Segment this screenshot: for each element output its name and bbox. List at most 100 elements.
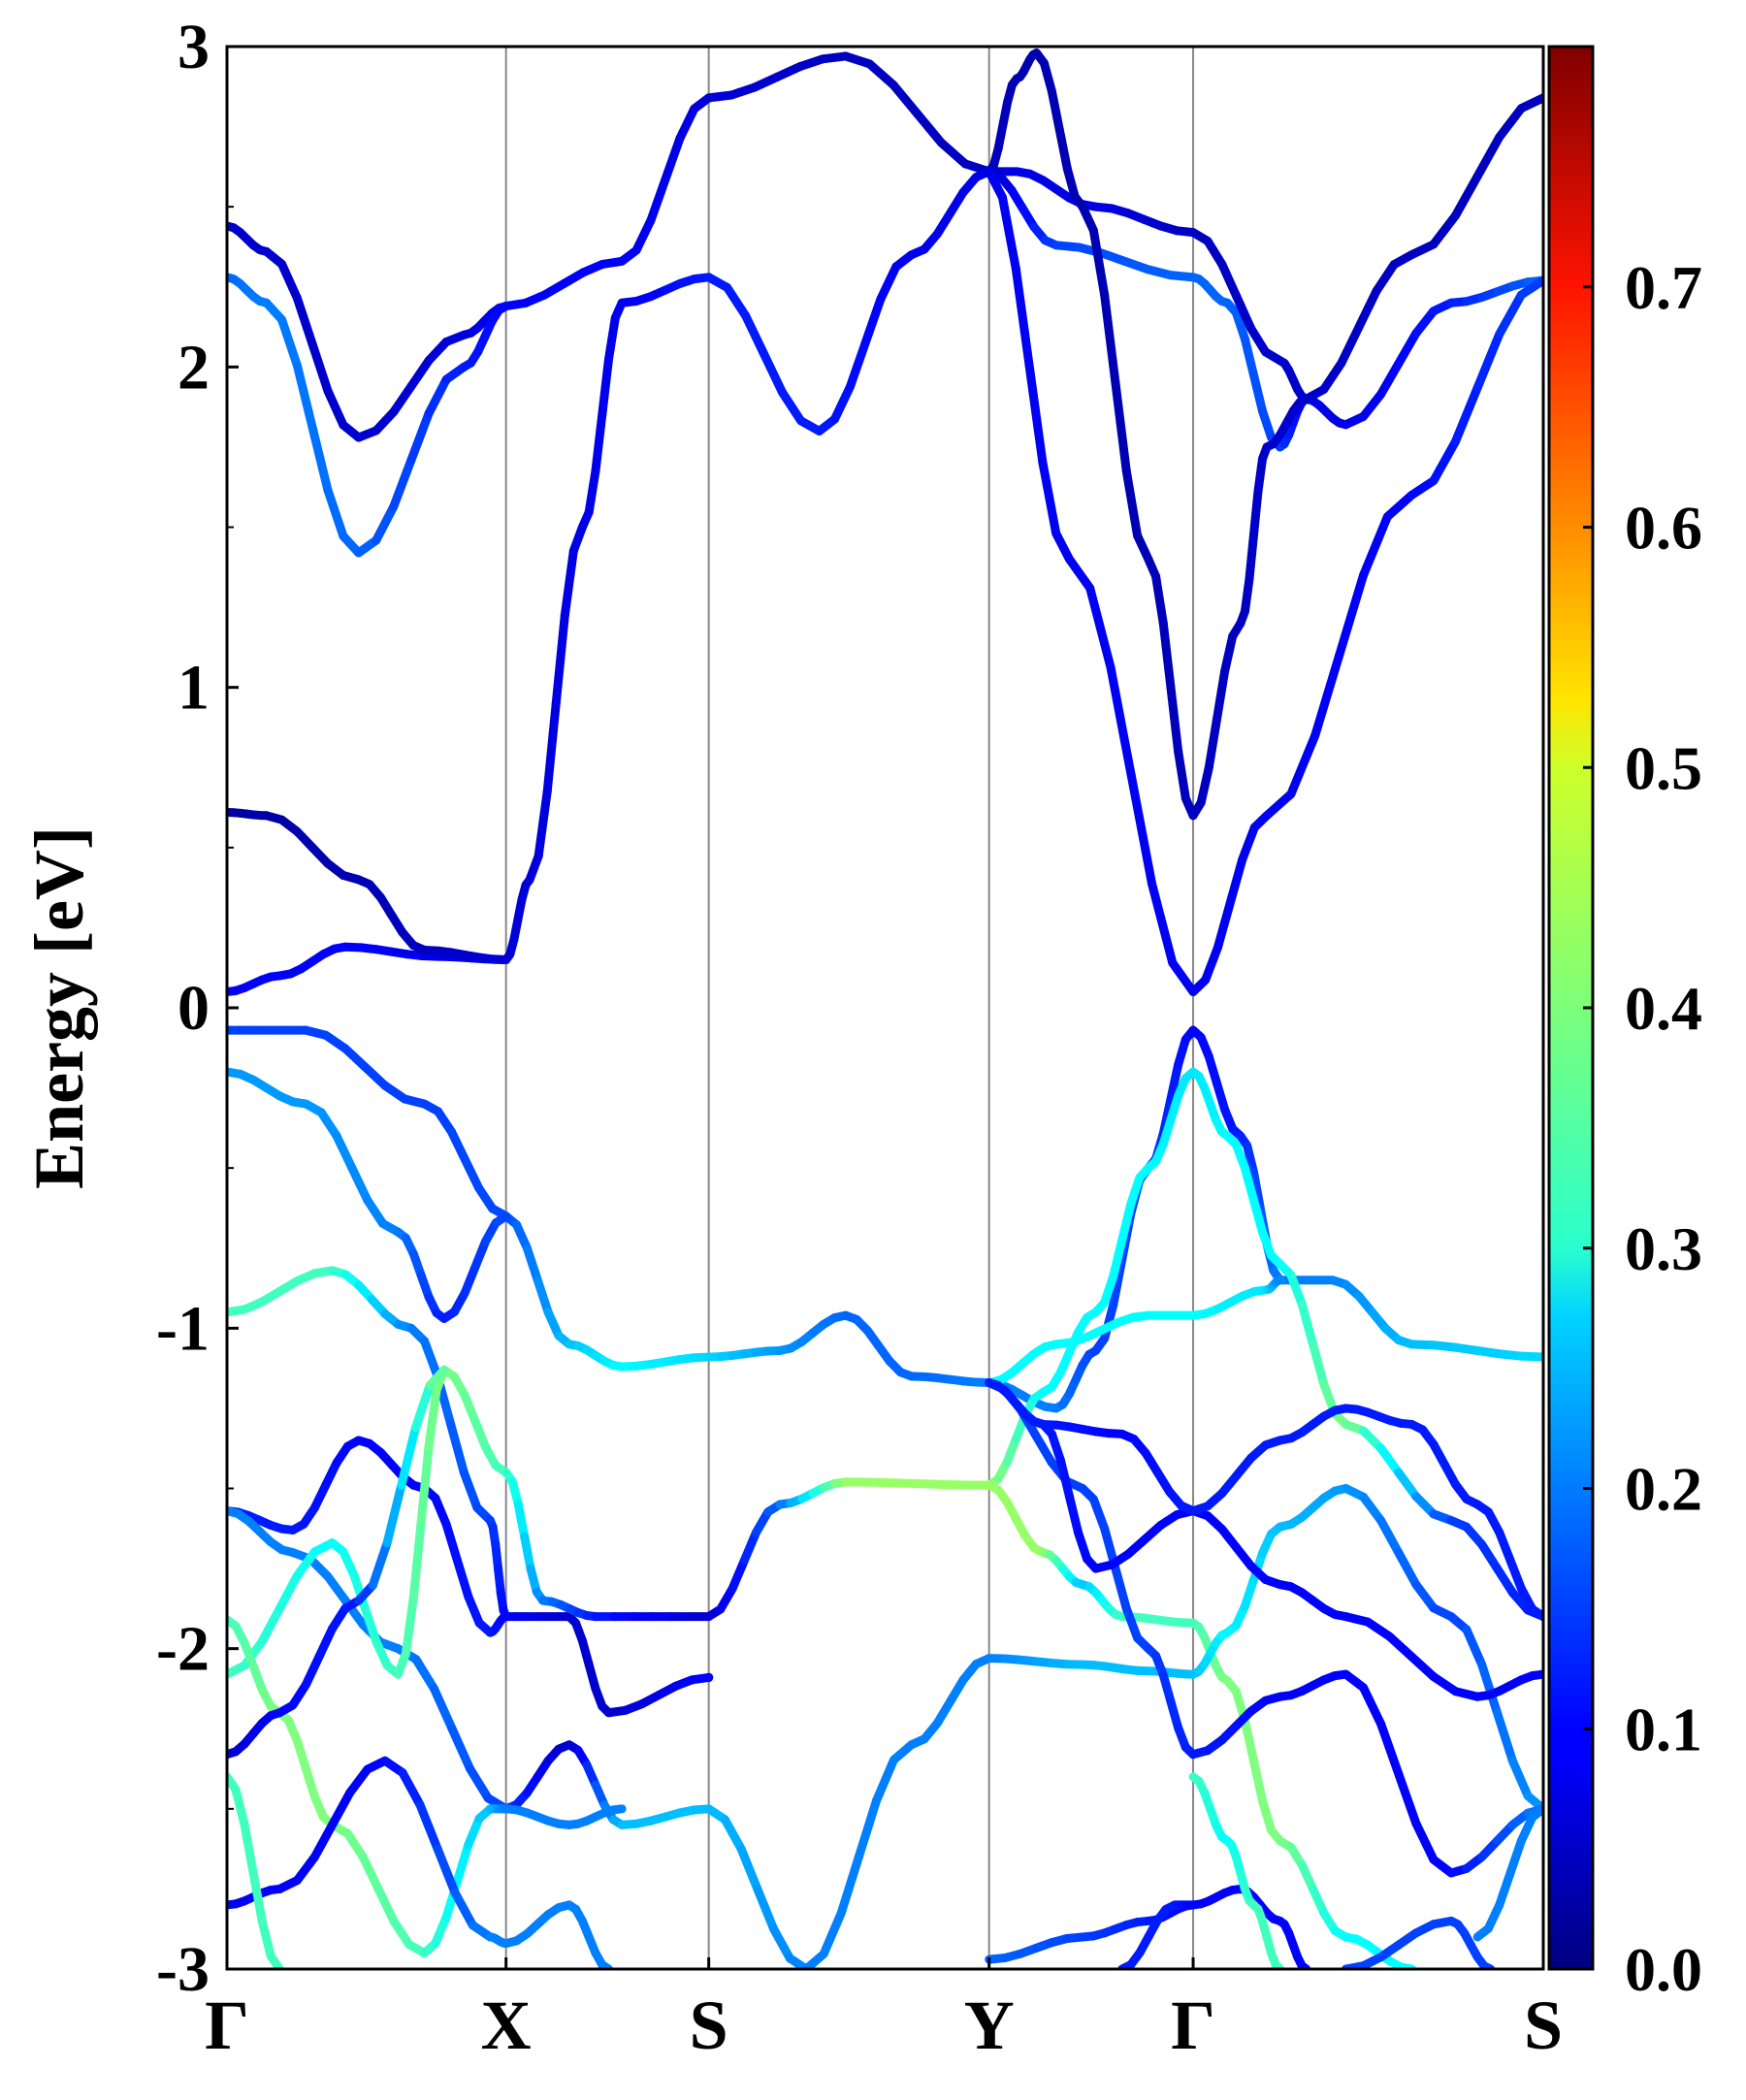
band-2-segment xyxy=(1376,265,1394,291)
band-2-segment xyxy=(1477,137,1500,176)
y-tick-label: -1 xyxy=(156,1293,210,1364)
colorbar-tick-label: 0.1 xyxy=(1625,1695,1702,1763)
band-0-segment xyxy=(941,143,965,164)
band-11-segment xyxy=(1245,1721,1253,1761)
band-17-segment xyxy=(363,1857,378,1889)
band-4-segment xyxy=(1267,794,1291,816)
band-2-segment xyxy=(1521,98,1543,109)
band-4-segment xyxy=(1434,441,1456,481)
k-point-label: Γ xyxy=(1171,1987,1215,2064)
band-4-segment xyxy=(1111,667,1131,775)
band-7-segment xyxy=(527,1248,537,1280)
band-20-segment xyxy=(262,1921,271,1955)
band-17-segment xyxy=(297,1741,306,1769)
band-0-segment xyxy=(312,344,328,391)
band-24-segment xyxy=(1500,1533,1510,1561)
band-17-segment xyxy=(378,1889,394,1921)
band-3-segment xyxy=(1093,231,1104,296)
band-0-segment xyxy=(893,85,918,114)
band-18-segment xyxy=(372,1543,387,1586)
band-3-segment xyxy=(1116,383,1126,471)
band-19-segment xyxy=(455,1893,472,1925)
band-3-segment xyxy=(1216,671,1224,720)
band-4-segment xyxy=(1029,366,1043,463)
band-2-segment xyxy=(1324,363,1342,389)
band-3-segment xyxy=(1209,720,1216,768)
band-0-segment xyxy=(665,139,680,179)
band-19-segment xyxy=(350,1769,368,1793)
band-2-segment xyxy=(1342,327,1359,363)
band-4-segment xyxy=(1069,560,1089,589)
band-4-segment xyxy=(1016,269,1029,366)
band-4-segment xyxy=(1173,963,1193,992)
band-5-segment xyxy=(865,299,881,342)
band-21-segment xyxy=(876,1760,893,1800)
band-16-segment xyxy=(518,1504,524,1536)
band-0-segment xyxy=(1381,364,1399,394)
band-0-segment xyxy=(1245,339,1253,374)
band-4-segment xyxy=(1206,948,1218,980)
band-14-segment xyxy=(457,1561,468,1597)
colorbar-tick-label: 0.6 xyxy=(1625,494,1702,563)
band-3-segment xyxy=(1225,636,1233,671)
band-12-segment xyxy=(1302,1305,1312,1344)
band-7-segment xyxy=(466,1160,479,1188)
colorbar-tick-label: 0.4 xyxy=(1625,974,1702,1043)
band-1-segment xyxy=(429,379,446,413)
band-21-segment xyxy=(1364,1497,1381,1520)
band-0-segment xyxy=(411,361,429,386)
band-3-segment xyxy=(1249,535,1254,579)
band-5-segment xyxy=(881,267,896,299)
k-point-label: Y xyxy=(964,1987,1015,2064)
band-20-segment xyxy=(253,1873,262,1922)
band-19-segment xyxy=(420,1805,437,1849)
band-23-segment xyxy=(1533,1674,1543,1676)
band-21-segment xyxy=(1512,1761,1528,1795)
band-3-segment xyxy=(1253,491,1258,534)
band-5-segment xyxy=(783,393,801,421)
band-3-segment xyxy=(1105,295,1116,383)
band-14-segment xyxy=(446,1525,457,1561)
band-29-segment xyxy=(1510,1841,1521,1873)
band-4-segment xyxy=(1043,463,1056,533)
y-tick-label: 3 xyxy=(178,12,210,82)
band-3-segment xyxy=(1156,576,1164,623)
k-point-label: S xyxy=(690,1987,728,2064)
band-18-segment xyxy=(387,1485,402,1542)
band-15-segment xyxy=(758,1889,774,1928)
band-4-segment xyxy=(1056,533,1070,560)
band-0-segment xyxy=(636,220,651,250)
band-8-segment xyxy=(352,1168,368,1200)
band-4-segment xyxy=(1340,575,1364,656)
band-5-segment xyxy=(538,792,547,856)
band-11-segment xyxy=(1263,1801,1272,1830)
band-2-segment xyxy=(1359,291,1376,327)
band-21-segment xyxy=(841,1857,858,1913)
band-29-segment xyxy=(1500,1873,1510,1905)
band-4-segment xyxy=(1152,884,1173,963)
band-19-segment xyxy=(333,1793,350,1825)
band-24-segment xyxy=(1533,1609,1543,1617)
band-3-segment xyxy=(1201,767,1209,802)
band-4-segment xyxy=(1456,388,1478,441)
k-point-label: Γ xyxy=(205,1987,249,2064)
band-5-segment xyxy=(976,172,988,178)
band-21-segment xyxy=(1399,1553,1416,1585)
band-1-segment xyxy=(282,320,298,366)
band-16-segment xyxy=(405,1599,413,1654)
band-0-segment xyxy=(328,391,343,425)
band-16-segment xyxy=(279,1576,297,1609)
band-19-segment xyxy=(314,1825,332,1857)
band-6-segment xyxy=(493,959,506,960)
band-21-segment xyxy=(824,1913,841,1954)
band-23-segment xyxy=(1411,1657,1434,1677)
band-5-segment xyxy=(850,343,865,387)
band-0-segment xyxy=(680,109,695,139)
band-9-segment xyxy=(451,1424,465,1472)
band-7-segment xyxy=(452,1132,466,1160)
band-5-segment xyxy=(764,354,783,393)
band-4-segment xyxy=(1387,495,1411,516)
band-1-segment xyxy=(376,506,394,540)
band-4-segment xyxy=(1002,198,1016,269)
